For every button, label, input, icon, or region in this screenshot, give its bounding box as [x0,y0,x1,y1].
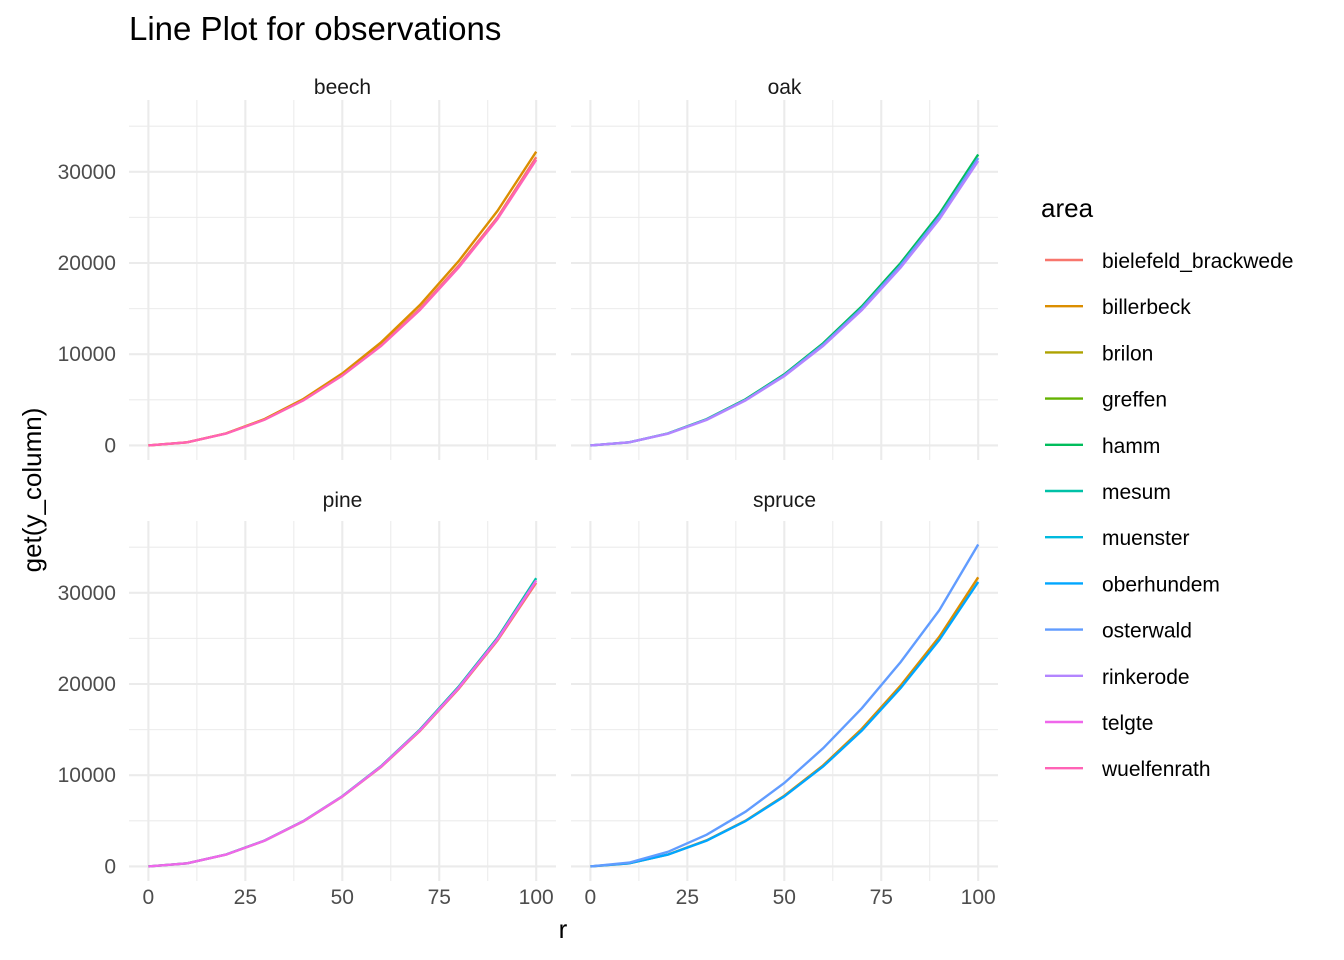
facet-label: pine [323,489,363,512]
x-tick-label: 75 [870,886,893,909]
legend-item: hamm [1045,435,1160,458]
legend-label: billerbeck [1102,296,1191,319]
legend-item: bielefeld_brackwede [1045,250,1293,273]
series-line-osterwald [590,543,980,868]
chart-title: Line Plot for observations [129,10,501,47]
series-line-oberhundem [590,581,980,868]
x-tick-label: 75 [428,886,451,909]
series-line-wuelfenrath [148,159,538,447]
legend-label: greffen [1102,389,1167,412]
y-tick-label: 20000 [58,673,116,696]
facet-panel-pine: pine [129,489,556,881]
facet-label: oak [768,76,802,99]
x-tick-label: 50 [773,886,796,909]
legend-label: hamm [1102,435,1160,458]
legend-item: oberhundem [1045,573,1220,596]
x-tick-label: 50 [331,886,354,909]
legend-label: oberhundem [1102,573,1220,596]
legend-item: telgte [1045,712,1153,735]
x-tick-label: 0 [143,886,155,909]
legend-item: greffen [1045,389,1167,412]
legend-label: brilon [1102,342,1153,365]
legend-label: telgte [1102,712,1153,735]
legend: area bielefeld_brackwede billerbeck brilon… [1041,193,1293,781]
legend-label: rinkerode [1102,666,1190,689]
y-axis-title: get(y_column) [17,408,47,573]
legend-item: mesum [1045,481,1171,504]
x-tick-label: 100 [519,886,554,909]
legend-title: area [1041,193,1094,223]
legend-label: wuelfenrath [1101,758,1211,781]
facet-label: beech [314,76,371,99]
y-tick-label: 0 [104,855,116,878]
legend-item: rinkerode [1045,666,1190,689]
facet-label: spruce [753,489,816,512]
x-axis-ticks: 0 25 50 75 100 0 25 50 75 100 [143,886,996,909]
legend-label: bielefeld_brackwede [1102,250,1293,273]
series-line-telgte [148,579,538,868]
y-tick-label: 10000 [58,343,116,366]
facet-panel-beech: beech [129,76,556,460]
legend-item: billerbeck [1045,296,1191,319]
y-tick-label: 30000 [58,161,116,184]
x-tick-label: 25 [676,886,699,909]
x-tick-label: 100 [961,886,996,909]
legend-item: muenster [1045,527,1190,550]
y-tick-label: 20000 [58,252,116,275]
facet-panel-oak: oak [571,76,998,460]
y-tick-label: 10000 [58,764,116,787]
legend-label: osterwald [1102,620,1192,643]
y-tick-label: 30000 [58,582,116,605]
facet-panels: beech oak pine spruce [129,76,998,881]
y-axis-ticks: 0 10000 20000 30000 0 10000 20000 30000 [58,161,116,879]
x-tick-label: 25 [234,886,257,909]
series-line-rinkerode [590,160,980,447]
x-tick-label: 0 [585,886,597,909]
facet-panel-spruce: spruce [571,489,998,881]
legend-label: muenster [1102,527,1190,550]
legend-item: wuelfenrath [1045,758,1211,781]
y-tick-label: 0 [104,434,116,457]
legend-label: mesum [1102,481,1171,504]
legend-item: osterwald [1045,620,1192,643]
legend-item: brilon [1045,342,1153,365]
x-axis-title: r [559,914,568,944]
